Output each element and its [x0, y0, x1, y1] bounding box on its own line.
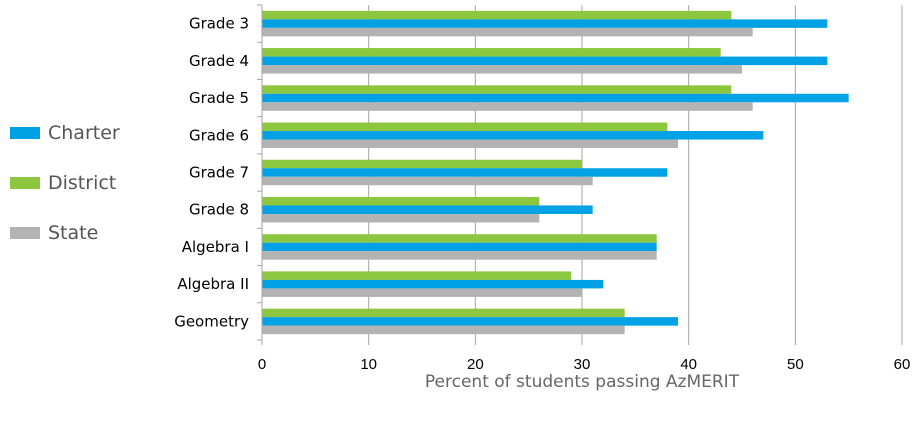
bar-state [262, 325, 625, 335]
legend-item-charter: Charter [10, 120, 140, 146]
x-tick-label: 40 [680, 356, 697, 373]
bar-district [262, 159, 582, 169]
category-label: Geometry [174, 312, 249, 330]
axes [257, 4, 903, 345]
bar-charter [262, 317, 678, 326]
category-labels: Grade 3 Grade 4 Grade 5 Grade 6 Grade 7 Grade… [174, 15, 249, 331]
category-label: Grade 5 [189, 89, 249, 107]
bar-charter [262, 279, 604, 289]
x-tick-label: 60 [894, 356, 911, 373]
category-label: Grade 6 [189, 126, 249, 144]
bar-charter [262, 93, 849, 103]
category-label: Grade 8 [189, 201, 249, 219]
x-tick-label: 20 [467, 356, 484, 373]
x-tick-label: 0 [258, 356, 266, 373]
legend-swatch-charter [10, 127, 40, 139]
x-tick-labels: 0 10 20 30 40 50 60 [258, 356, 911, 373]
bar-district [262, 48, 721, 57]
category-label: Grade 7 [189, 164, 249, 182]
legend-swatch-district [10, 177, 40, 189]
bar-charter [262, 131, 764, 140]
bar-state [262, 176, 593, 186]
bar-state [262, 251, 657, 260]
bar-charter [262, 242, 657, 252]
bars [262, 10, 849, 335]
legend-item-state: State [10, 220, 140, 246]
bar-district [262, 271, 572, 280]
bar-district [262, 122, 668, 132]
legend-label-district: District [48, 172, 117, 194]
bar-state [262, 288, 582, 297]
bar-district [262, 196, 540, 206]
legend: Charter District State [10, 120, 140, 270]
x-tick-label: 10 [360, 356, 377, 373]
bar-state [262, 139, 678, 149]
bar-charter [262, 168, 668, 177]
bar-state [262, 27, 753, 37]
bar-district [262, 85, 732, 94]
bar-charter [262, 56, 828, 66]
bar-district [262, 308, 625, 318]
category-label: Grade 3 [189, 15, 249, 33]
legend-item-district: District [10, 170, 140, 196]
x-tick-label: 50 [787, 356, 804, 373]
category-label: Grade 4 [189, 52, 249, 70]
legend-swatch-state [10, 227, 40, 239]
legend-label-state: State [48, 222, 99, 244]
bar-charter [262, 19, 828, 28]
bar-district [262, 10, 732, 20]
bar-charter [262, 205, 593, 214]
category-label: Algebra II [177, 275, 249, 293]
legend-label-charter: Charter [48, 122, 120, 144]
x-tick-label: 30 [574, 356, 591, 373]
bar-state [262, 102, 753, 111]
bar-district [262, 234, 657, 243]
bar-state [262, 213, 540, 223]
category-label: Algebra I [182, 238, 249, 256]
bar-state [262, 65, 742, 74]
x-axis-title: Percent of students passing AzMERIT [424, 372, 740, 392]
